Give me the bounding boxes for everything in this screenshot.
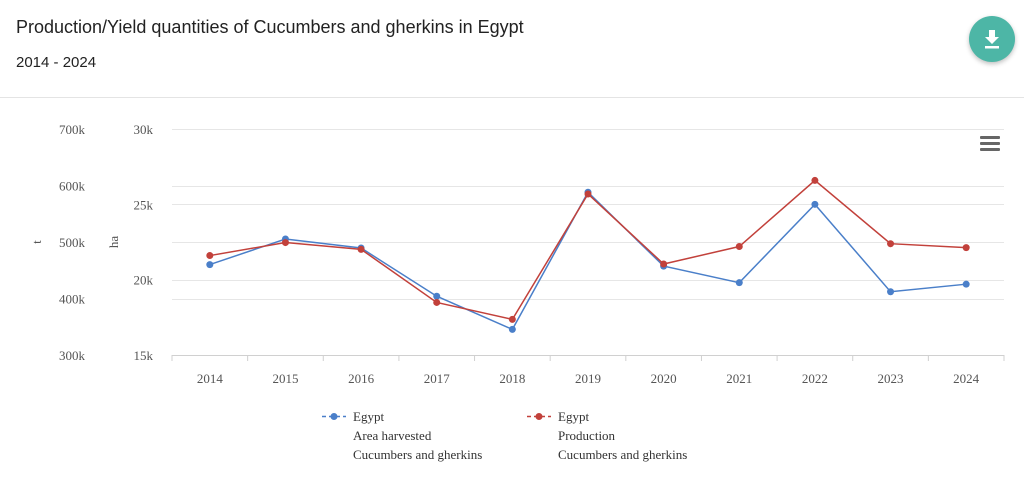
data-point-production[interactable] (357, 245, 365, 253)
hamburger-menu-icon[interactable] (980, 136, 1000, 151)
chart-header: Production/Yield quantities of Cucumbers… (0, 0, 1024, 98)
data-point-area-harvested[interactable] (206, 261, 214, 269)
legend-area-line-1: Egypt (353, 409, 385, 424)
x-tick-label: 2018 (499, 371, 525, 386)
data-point-area-harvested[interactable] (962, 280, 970, 288)
y-tick-label-ha: 15k (134, 348, 154, 363)
x-tick-label: 2021 (726, 371, 752, 386)
x-tick-label: 2023 (878, 371, 904, 386)
download-button[interactable] (969, 16, 1015, 62)
data-point-production[interactable] (660, 260, 668, 268)
legend-production-line-1: Egypt (558, 409, 590, 424)
y-tick-label-t: 600k (59, 179, 86, 194)
y-tick-label-ha: 25k (134, 197, 154, 212)
x-tick-label: 2024 (953, 371, 980, 386)
chart-plot: 2014 2015 2016 2017 2018 2019 2020 2021 2022 2023… (29, 122, 1005, 386)
data-point-production[interactable] (433, 298, 441, 306)
y-tick-label-t: 500k (59, 235, 86, 250)
download-icon (985, 30, 999, 49)
x-tick-label: 2019 (575, 371, 601, 386)
data-point-production[interactable] (962, 244, 970, 252)
y-axis-title-ha: ha (106, 236, 121, 249)
y-tick-label-ha: 20k (134, 273, 154, 288)
x-tick-label: 2015 (272, 371, 298, 386)
y-axis-title-t: t (29, 240, 44, 244)
legend-area-line-2: Area harvested (353, 428, 432, 443)
data-point-area-harvested[interactable] (508, 325, 516, 333)
y-tick-label-ha: 30k (134, 122, 154, 137)
x-tick-label: 2017 (424, 371, 451, 386)
y-tick-label-t: 700k (59, 122, 86, 137)
legend-area-line-3: Cucumbers and gherkins (353, 447, 483, 462)
data-point-area-harvested[interactable] (887, 288, 895, 296)
chart-title: Production/Yield quantities of Cucumbers… (16, 17, 524, 37)
data-point-production[interactable] (508, 315, 516, 323)
y-tick-label-t: 300k (59, 348, 86, 363)
data-point-production[interactable] (887, 240, 895, 248)
data-point-area-harvested[interactable] (811, 200, 819, 208)
x-tick-label: 2016 (348, 371, 375, 386)
chart-subtitle: 2014 - 2024 (16, 54, 97, 71)
data-point-production[interactable] (206, 252, 214, 260)
legend-marker-area (322, 413, 346, 420)
legend-production-line-3: Cucumbers and gherkins (558, 447, 688, 462)
data-point-production[interactable] (811, 176, 819, 184)
legend-production-line-2: Production (558, 428, 616, 443)
data-point-production[interactable] (281, 239, 289, 247)
x-tick-label: 2014 (197, 371, 224, 386)
y-tick-label-t: 400k (59, 292, 86, 307)
data-point-area-harvested[interactable] (433, 292, 441, 300)
series-line-production[interactable] (209, 179, 967, 321)
data-point-production[interactable] (584, 190, 592, 198)
legend-marker-production (527, 413, 551, 420)
data-point-production[interactable] (735, 243, 743, 251)
x-tick-label: 2020 (651, 371, 677, 386)
data-point-area-harvested[interactable] (735, 279, 743, 287)
x-tick-label: 2022 (802, 371, 828, 386)
